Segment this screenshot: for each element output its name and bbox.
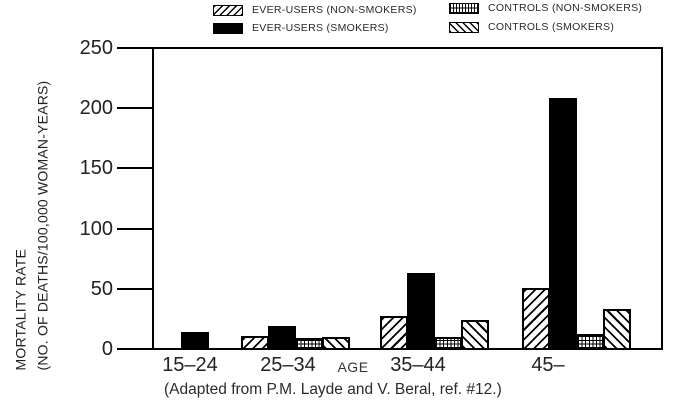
plot-area <box>152 47 663 350</box>
legend-item: EVER-USERS (SMOKERS) <box>213 22 389 34</box>
legend-swatch-diagonal-forward <box>213 4 243 16</box>
y-tick-label: 100 <box>79 217 113 240</box>
bar-diagonal-back-25-34 <box>322 337 350 348</box>
bar-solid-black-15-24 <box>181 332 209 348</box>
legend-swatch-diagonal-back <box>449 21 479 33</box>
bar-grid-35-44 <box>434 337 462 348</box>
figure-caption: (Adapted from P.M. Layde and V. Beral, r… <box>164 381 502 398</box>
legend-label: EVER-USERS (SMOKERS) <box>252 22 389 34</box>
x-tick-label: 35–44 <box>390 354 446 376</box>
y-tick <box>117 107 152 110</box>
x-tick-label: 45– <box>531 354 565 376</box>
y-axis-title: MORTALITY RATE (NO. OF DEATHS/100,000 WO… <box>10 26 56 371</box>
y-tick <box>117 348 152 350</box>
bar-solid-black-45- <box>549 98 577 348</box>
bar-grid-25-34 <box>295 338 323 348</box>
bar-diagonal-back-45- <box>603 309 631 348</box>
bar-diagonal-forward-25-34 <box>241 336 269 348</box>
legend-swatch-solid-black <box>213 22 243 34</box>
y-tick-label: 200 <box>79 97 113 120</box>
x-tick-label: 25–34 <box>260 354 316 376</box>
y-axis-title-line2: (NO. OF DEATHS/100,000 WOMAN-YEARS) <box>34 80 51 371</box>
y-tick <box>117 287 152 290</box>
bar-diagonal-forward-35-44 <box>380 316 408 348</box>
legend-item: EVER-USERS (NON-SMOKERS) <box>213 4 417 16</box>
y-tick <box>117 227 152 230</box>
legend-label: EVER-USERS (NON-SMOKERS) <box>252 4 417 16</box>
bar-grid-45- <box>576 334 604 348</box>
y-axis-title-line1: MORTALITY RATE <box>12 248 29 371</box>
y-tick <box>117 167 152 170</box>
legend-item: CONTROLS (SMOKERS) <box>449 21 614 33</box>
legend-label: CONTROLS (SMOKERS) <box>488 21 615 33</box>
x-axis-title: AGE <box>337 359 369 375</box>
legend-swatch-grid <box>449 2 479 14</box>
y-tick-label: 150 <box>79 157 113 180</box>
y-tick-label: 50 <box>90 277 113 300</box>
bar-diagonal-forward-45- <box>522 288 550 348</box>
legend-item: CONTROLS (NON-SMOKERS) <box>449 2 642 14</box>
legend-label: CONTROLS (NON-SMOKERS) <box>488 2 643 14</box>
bar-solid-black-25-34 <box>268 326 296 348</box>
bar-solid-black-35-44 <box>407 273 435 348</box>
y-tick <box>117 47 152 49</box>
x-tick-label: 15–24 <box>162 354 218 376</box>
bar-diagonal-back-35-44 <box>461 320 489 348</box>
y-tick-label: 0 <box>101 338 113 360</box>
y-tick-label: 250 <box>79 37 113 59</box>
